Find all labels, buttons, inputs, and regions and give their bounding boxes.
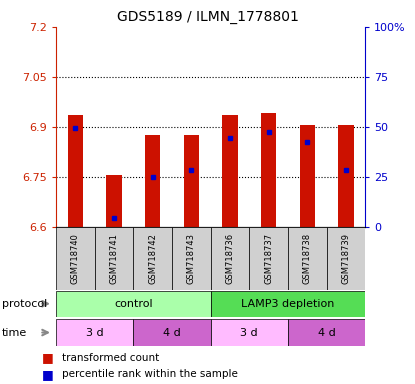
FancyBboxPatch shape bbox=[56, 291, 210, 317]
Bar bbox=[338, 125, 354, 227]
FancyBboxPatch shape bbox=[249, 227, 288, 290]
Text: GSM718739: GSM718739 bbox=[342, 233, 350, 284]
Bar bbox=[68, 115, 83, 227]
FancyBboxPatch shape bbox=[172, 227, 210, 290]
Text: GSM718743: GSM718743 bbox=[187, 233, 196, 284]
FancyBboxPatch shape bbox=[327, 227, 365, 290]
FancyBboxPatch shape bbox=[133, 319, 210, 346]
Text: ■: ■ bbox=[42, 368, 53, 381]
Bar bbox=[106, 175, 122, 227]
FancyBboxPatch shape bbox=[210, 319, 288, 346]
Text: transformed count: transformed count bbox=[62, 353, 159, 363]
Text: 3 d: 3 d bbox=[240, 328, 258, 338]
Bar bbox=[261, 113, 276, 227]
Bar bbox=[145, 135, 160, 227]
Text: ■: ■ bbox=[42, 351, 53, 364]
Bar bbox=[300, 125, 315, 227]
Bar bbox=[183, 135, 199, 227]
Text: GDS5189 / ILMN_1778801: GDS5189 / ILMN_1778801 bbox=[117, 10, 298, 23]
Text: 4 d: 4 d bbox=[163, 328, 181, 338]
FancyBboxPatch shape bbox=[56, 227, 95, 290]
FancyBboxPatch shape bbox=[210, 291, 365, 317]
FancyBboxPatch shape bbox=[95, 227, 133, 290]
FancyBboxPatch shape bbox=[288, 319, 365, 346]
Text: 4 d: 4 d bbox=[317, 328, 335, 338]
Text: GSM718738: GSM718738 bbox=[303, 233, 312, 284]
Text: GSM718736: GSM718736 bbox=[225, 233, 234, 284]
Text: protocol: protocol bbox=[2, 299, 47, 309]
FancyBboxPatch shape bbox=[133, 227, 172, 290]
Text: 3 d: 3 d bbox=[86, 328, 103, 338]
Text: time: time bbox=[2, 328, 27, 338]
Text: GSM718737: GSM718737 bbox=[264, 233, 273, 284]
Text: GSM718741: GSM718741 bbox=[110, 233, 119, 284]
FancyBboxPatch shape bbox=[56, 319, 133, 346]
FancyBboxPatch shape bbox=[210, 227, 249, 290]
Text: GSM718740: GSM718740 bbox=[71, 233, 80, 284]
Text: GSM718742: GSM718742 bbox=[148, 233, 157, 284]
FancyBboxPatch shape bbox=[288, 227, 327, 290]
Text: percentile rank within the sample: percentile rank within the sample bbox=[62, 369, 238, 379]
Text: LAMP3 depletion: LAMP3 depletion bbox=[241, 299, 334, 309]
Text: control: control bbox=[114, 299, 153, 309]
Bar bbox=[222, 115, 238, 227]
